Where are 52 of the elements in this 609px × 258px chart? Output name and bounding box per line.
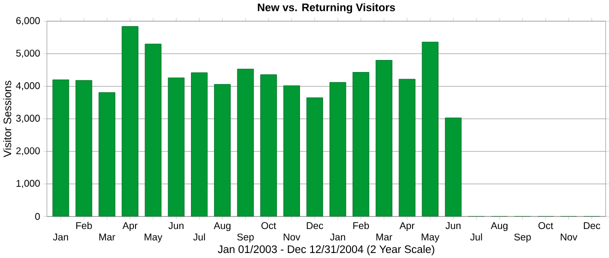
x-tick-label: Jun [168,222,184,229]
bar [422,42,438,216]
y-tick-label: 5,000 [16,49,40,58]
y-tick-label: 2,000 [16,147,40,156]
x-tick-label: Oct [538,222,554,229]
x-tick-label: Feb [76,222,92,229]
y-tick-label: 1,000 [16,180,40,188]
x-tick-label: Jul [193,233,205,240]
y-tick-label: 0 [35,212,40,220]
bar [306,97,323,216]
x-tick-label: Nov [284,233,300,240]
x-tick-label: Jan [53,233,68,240]
x-tick-label: Aug [214,222,230,231]
x-tick-label: May [422,233,440,242]
y-tick-label: 3,000 [16,114,40,123]
bar [122,26,138,216]
bar [284,85,300,216]
x-tick-label: Apr [122,222,138,231]
bar [191,72,208,216]
x-tick-label: Jan [330,233,346,240]
x-tick-label: Jun [446,222,461,229]
bar [330,82,346,216]
bar [237,68,254,216]
x-tick-label: Sep [237,233,254,242]
bar [214,84,230,216]
y-axis-title: Visitor Sessions [3,80,12,158]
x-tick-label: Jul [470,233,482,240]
x-tick-label: Sep [514,233,531,242]
bar [445,118,462,216]
x-tick-label: Nov [560,233,578,240]
x-tick-label: May [144,233,162,242]
bar [376,60,392,216]
bar [399,78,416,216]
bar [260,74,277,216]
bar [352,72,369,216]
x-tick-label: Mar [99,233,116,240]
bar [52,80,69,216]
bar [145,44,162,216]
x-tick-label: Dec [306,222,324,229]
y-tick-label: 4,000 [16,82,40,90]
bar [168,78,184,216]
chart-title: New vs. Returning Visitors [258,3,395,14]
x-tick-label: Oct [261,222,276,229]
x-tick-label: Mar [376,233,392,240]
x-tick-label: Feb [353,222,369,229]
x-tick-label: Aug [490,222,508,231]
y-tick-label: 6,000 [16,16,40,25]
bar [76,80,92,216]
x-axis-title: Jan 01/2003 - Dec 12/31/2004 (2 Year Scale) [218,244,434,255]
x-tick-label: Apr [400,222,415,231]
x-tick-label: Dec [584,222,600,229]
bar [98,92,116,216]
